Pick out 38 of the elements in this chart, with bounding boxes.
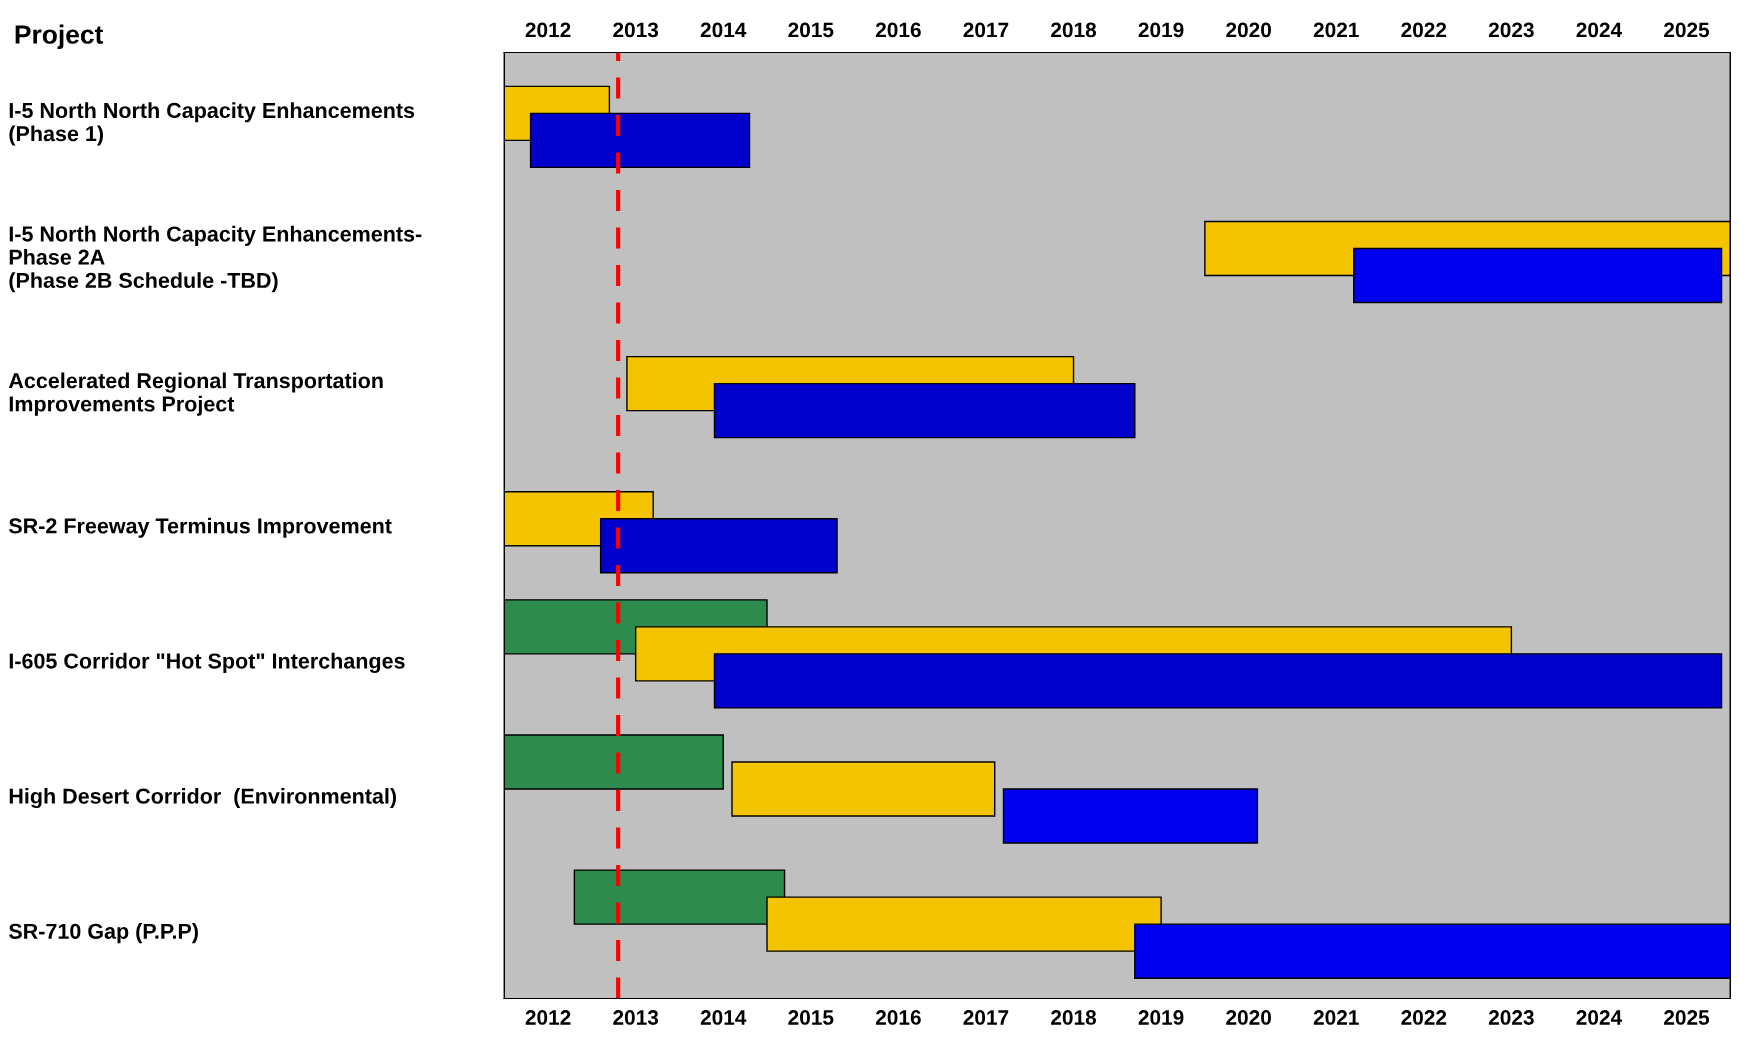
x-tick-label: 2018 (1051, 1010, 1097, 1025)
x2-tick-label: 2012 (525, 22, 571, 38)
x2-tick-label: 2021 (1313, 22, 1359, 38)
x-tick-label: 2016 (875, 1010, 921, 1025)
x2-tick-label: 2013 (613, 22, 659, 38)
x-tick-label: 2019 (1138, 1010, 1184, 1025)
y-tick-label: I-5 North North Capacity Enhancements- Phase 2A (Phase 2B Schedule -TBD) (9, 225, 422, 293)
x-tick-label: 2013 (613, 1010, 659, 1025)
y-tick-label: I-605 Corridor "Hot Spot" Interchanges (9, 652, 405, 673)
x2-tick-label: 2019 (1138, 22, 1184, 38)
x-tick-label: 2023 (1488, 1010, 1534, 1025)
y-tick-label: SR-2 Freeway Terminus Improvement (8, 517, 392, 538)
y-tick-label: SR-710 Gap (P.P.P) (8, 923, 198, 944)
x2-tick-label: 2014 (700, 22, 747, 38)
x-tick-label: 2020 (1226, 1010, 1271, 1025)
x-tick-label: 2022 (1401, 1010, 1447, 1025)
bar (1002, 788, 1259, 844)
x2-tick-label: 2020 (1226, 22, 1271, 38)
x2-tick-label: 2017 (963, 22, 1009, 38)
x2-tick-label: 2024 (1576, 22, 1623, 38)
x2-tick-label: 2025 (1664, 22, 1710, 38)
bar (731, 761, 996, 817)
y-tick-label: High Desert Corridor (Environmental) (9, 787, 396, 809)
x-tick-label: 2012 (525, 1010, 571, 1025)
x2-tick-label: 2023 (1488, 22, 1534, 38)
x-tick-label: 2015 (788, 1010, 834, 1025)
x2-tick-label: 2018 (1051, 22, 1097, 38)
x-tick-label: 2025 (1664, 1010, 1710, 1025)
x2-tick-label: 2022 (1401, 22, 1447, 38)
x-tick-label: 2017 (963, 1010, 1009, 1025)
x2-tick-label: 2015 (788, 22, 834, 38)
x-tick-label: 2024 (1576, 1010, 1623, 1025)
x-tick-label: 2014 (700, 1010, 747, 1025)
y-tick-label: Accelerated Regional Transportation Improvements Project (8, 372, 383, 416)
x-tick-label: 2021 (1313, 1010, 1359, 1025)
y-tick-label: I-5 North North Capacity Enhancements (Phase 1) (9, 102, 415, 146)
x2-tick-label: 2016 (875, 22, 921, 38)
y-axis-title: Project (15, 24, 104, 50)
